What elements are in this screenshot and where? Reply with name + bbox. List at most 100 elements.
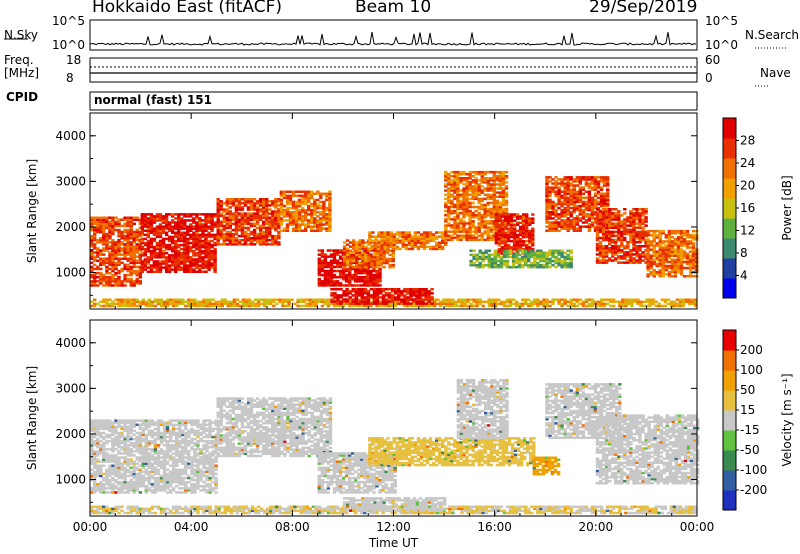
data-cell	[120, 298, 124, 301]
data-cell	[387, 298, 391, 301]
data-cell	[477, 179, 481, 182]
data-cell	[345, 294, 349, 297]
data-cell	[96, 255, 100, 258]
data-cell	[253, 304, 258, 308]
data-cell	[445, 302, 449, 306]
data-cell	[93, 278, 97, 281]
data-cell	[477, 230, 481, 233]
data-cell	[563, 300, 567, 304]
data-cell	[658, 270, 662, 274]
data-cell	[195, 231, 199, 234]
data-cell	[201, 260, 205, 263]
data-cell	[644, 216, 648, 219]
data-cell	[217, 300, 221, 304]
data-cell	[439, 300, 443, 304]
data-cell	[167, 213, 172, 216]
data-cell	[319, 200, 323, 204]
data-cell	[225, 239, 229, 242]
data-cell	[284, 298, 288, 301]
data-cell	[313, 229, 317, 232]
data-cell	[138, 243, 142, 246]
data-cell	[285, 200, 290, 204]
data-cell	[102, 304, 106, 308]
data-cell	[471, 216, 475, 219]
data-cell	[456, 234, 460, 237]
data-cell	[468, 230, 472, 233]
data-cell	[164, 233, 169, 237]
data-cell	[486, 234, 490, 237]
data-cell	[308, 300, 312, 304]
data-cell	[548, 188, 552, 191]
data-cell	[219, 202, 223, 205]
data-cell	[328, 221, 332, 224]
data-cell	[335, 259, 340, 262]
data-cell	[652, 244, 656, 247]
data-cell	[649, 270, 653, 274]
data-cell	[471, 211, 475, 215]
data-cell	[123, 243, 127, 246]
data-cell	[291, 206, 296, 210]
data-cell	[459, 228, 463, 231]
data-cell	[503, 235, 508, 239]
data-cell	[192, 250, 196, 253]
data-cell	[587, 219, 592, 222]
data-cell	[294, 213, 299, 216]
data-cell	[385, 249, 389, 252]
data-cell	[471, 224, 475, 227]
data-cell	[601, 212, 606, 215]
data-cell	[164, 262, 169, 265]
data-cell	[623, 224, 627, 227]
data-cell	[310, 217, 314, 220]
data-cell	[186, 219, 190, 222]
data-cell	[323, 276, 328, 279]
data-cell	[354, 271, 358, 275]
data-cell	[468, 218, 472, 221]
data-cell	[522, 215, 526, 218]
data-cell	[252, 204, 257, 207]
data-cell	[500, 215, 505, 218]
data-cell	[170, 254, 175, 257]
data-cell	[90, 265, 94, 269]
data-cell	[279, 202, 284, 206]
data-cell	[341, 269, 346, 273]
data-cell	[325, 213, 329, 216]
data-cell	[192, 245, 196, 249]
data-cell	[143, 264, 147, 267]
data-cell	[319, 194, 323, 198]
data-cell	[386, 241, 390, 244]
data-cell	[129, 300, 133, 304]
data-cell	[180, 266, 184, 269]
data-cell	[342, 292, 346, 295]
data-cell	[599, 180, 604, 183]
data-cell	[108, 237, 112, 240]
data-cell	[489, 234, 493, 237]
data-cell	[548, 176, 552, 179]
data-cell	[608, 234, 612, 238]
data-cell	[102, 253, 106, 256]
data-cell	[102, 234, 106, 238]
data-cell	[216, 210, 220, 213]
data-cell	[120, 302, 124, 306]
data-cell	[387, 304, 391, 308]
data-cell	[492, 191, 496, 194]
data-cell	[620, 214, 624, 217]
data-cell	[294, 219, 299, 222]
data-cell	[198, 221, 202, 224]
data-cell	[374, 235, 378, 238]
data-cell	[667, 236, 672, 239]
data-cell	[503, 246, 508, 249]
data-cell	[477, 172, 481, 176]
data-cell	[232, 302, 236, 306]
data-cell	[90, 222, 94, 226]
data-cell	[225, 234, 229, 238]
data-cell	[486, 238, 490, 242]
data-cell	[363, 300, 368, 303]
data-cell	[338, 265, 343, 269]
data-cell	[590, 300, 595, 304]
data-cell	[477, 187, 481, 190]
data-cell	[431, 245, 436, 249]
data-cell	[658, 240, 662, 243]
data-cell	[129, 257, 133, 260]
data-cell	[213, 247, 217, 251]
data-cell	[140, 241, 144, 245]
